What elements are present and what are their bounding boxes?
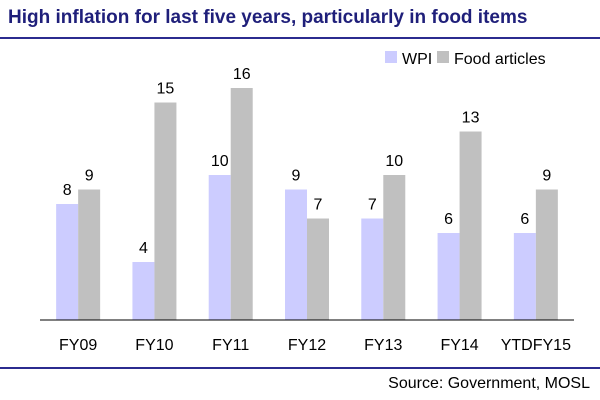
bar-food-articles-fy09 (78, 189, 101, 320)
tick-label-fy14: FY14 (440, 337, 478, 354)
value-label-wpi-fy09: 8 (63, 182, 72, 199)
bar-wpi-fy11 (208, 175, 231, 320)
legend-label-food-articles: Food articles (454, 51, 546, 68)
title-rule (0, 37, 600, 39)
bar-wpi-fy12 (285, 189, 307, 320)
tick-label-fy12: FY12 (288, 337, 326, 354)
source-note: Source: Government, MOSL (388, 375, 590, 392)
legend-label-wpi: WPI (402, 51, 432, 68)
tick-label-ytdfy15: YTDFY15 (501, 337, 571, 354)
value-label-food-articles-fy10: 15 (157, 81, 175, 98)
value-label-food-articles-fy13: 10 (385, 153, 403, 170)
value-label-food-articles-fy11: 16 (233, 66, 251, 83)
chart-title: High inflation for last five years, part… (8, 7, 528, 28)
legend-swatch-wpi (385, 51, 397, 63)
value-label-wpi-fy11: 10 (211, 153, 229, 170)
value-label-wpi-fy13: 7 (368, 197, 377, 214)
value-label-wpi-fy10: 4 (139, 240, 148, 257)
value-label-wpi-fy12: 9 (292, 168, 301, 185)
value-label-food-articles-fy12: 7 (314, 197, 323, 214)
value-label-food-articles-fy14: 13 (462, 110, 480, 127)
value-label-wpi-ytdfy15: 6 (520, 211, 529, 228)
value-label-food-articles-fy09: 9 (85, 168, 94, 185)
tick-label-fy13: FY13 (364, 337, 402, 354)
tick-label-fy10: FY10 (135, 337, 173, 354)
bar-food-articles-fy10 (154, 102, 177, 320)
value-label-wpi-fy14: 6 (444, 211, 453, 228)
bar-wpi-fy10 (132, 262, 155, 320)
tick-labels-group: FY09 FY10 FY11 FY12 FY13 FY14 YTDFY15 (59, 337, 571, 354)
bars-group (56, 88, 558, 320)
bar-wpi-fy14 (437, 233, 460, 320)
bar-food-articles-fy12 (307, 218, 329, 320)
tick-label-fy09: FY09 (59, 337, 97, 354)
bar-food-articles-ytdfy15 (535, 189, 558, 320)
bar-wpi-fy13 (361, 218, 384, 320)
bar-food-articles-fy14 (459, 131, 482, 320)
tick-label-fy11: FY11 (212, 337, 249, 354)
bar-food-articles-fy11 (230, 88, 253, 320)
footer-rule (0, 367, 600, 369)
bar-wpi-fy09 (56, 204, 79, 320)
bar-wpi-ytdfy15 (513, 233, 536, 320)
value-label-food-articles-ytdfy15: 9 (542, 168, 551, 185)
bar-food-articles-fy13 (383, 175, 406, 320)
legend-swatch-food-articles (437, 51, 449, 63)
legend: WPI Food articles (385, 51, 546, 68)
